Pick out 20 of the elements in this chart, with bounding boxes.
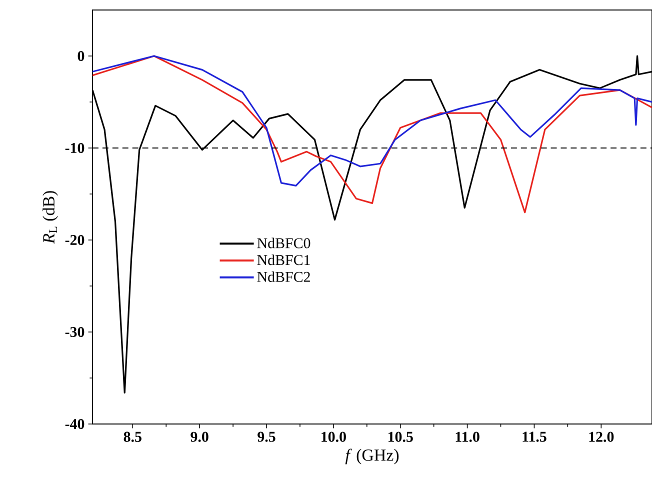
- legend-label: NdBFC0: [257, 238, 310, 248]
- line-series: [92, 55, 652, 187]
- y-tick-label: 0: [78, 50, 84, 62]
- x-tick-label: 11.5: [522, 432, 546, 442]
- line-series: [92, 55, 652, 214]
- x-axis-title: f (GHz): [345, 448, 399, 464]
- y-axis-title: R$_{L}$ (dB): [42, 191, 58, 244]
- x-tick-label: 12.0: [589, 432, 614, 442]
- x-tick-label: 9.5: [258, 432, 276, 442]
- x-tick-label: 10.5: [388, 432, 413, 442]
- y-tick-label: -40: [65, 418, 84, 430]
- legend-label: NdBFC2: [257, 271, 310, 282]
- x-tick-label: 10.0: [322, 432, 346, 442]
- x-tick-label: 8.5: [124, 432, 142, 442]
- x-tick-label: 9.0: [190, 432, 208, 442]
- y-tick-label: -20: [65, 234, 84, 246]
- x-tick-label: 11.0: [456, 432, 480, 442]
- y-tick-label: -10: [65, 142, 84, 154]
- legend-label: NdBFC1: [257, 254, 310, 266]
- y-tick-label: -30: [65, 326, 84, 338]
